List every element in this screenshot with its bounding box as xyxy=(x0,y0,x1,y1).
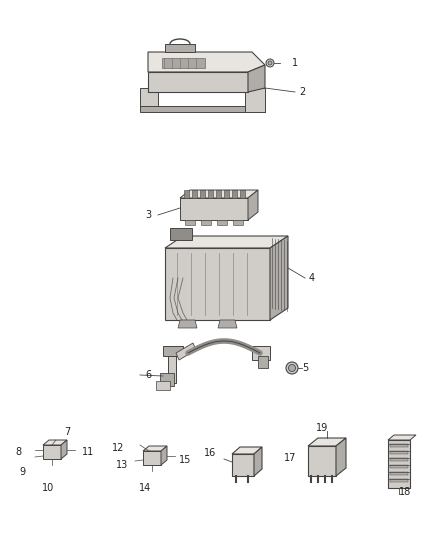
Circle shape xyxy=(289,365,296,372)
Bar xyxy=(390,472,408,475)
Bar xyxy=(201,220,211,225)
Polygon shape xyxy=(388,435,416,440)
Text: 19: 19 xyxy=(316,423,328,433)
Polygon shape xyxy=(200,190,205,198)
Text: 7: 7 xyxy=(64,427,70,437)
Text: 18: 18 xyxy=(399,487,411,497)
Circle shape xyxy=(286,362,298,374)
Text: 6: 6 xyxy=(145,370,151,380)
Polygon shape xyxy=(148,72,248,92)
Polygon shape xyxy=(240,190,245,198)
Bar xyxy=(390,479,408,482)
Bar xyxy=(390,465,408,468)
Circle shape xyxy=(268,61,272,65)
Bar xyxy=(217,220,227,225)
Polygon shape xyxy=(160,373,174,386)
Polygon shape xyxy=(252,346,270,360)
Polygon shape xyxy=(218,320,237,328)
Bar xyxy=(185,220,195,225)
Polygon shape xyxy=(184,190,189,198)
Polygon shape xyxy=(270,236,288,320)
Polygon shape xyxy=(254,447,262,476)
Bar xyxy=(180,198,248,220)
Polygon shape xyxy=(208,190,213,198)
Text: 11: 11 xyxy=(82,447,94,457)
Polygon shape xyxy=(178,320,197,328)
Bar xyxy=(390,451,408,454)
Polygon shape xyxy=(224,190,229,198)
Polygon shape xyxy=(43,440,67,445)
Text: 1: 1 xyxy=(292,58,298,68)
Polygon shape xyxy=(143,446,167,451)
Polygon shape xyxy=(245,88,265,112)
Bar xyxy=(143,451,161,465)
Bar xyxy=(390,458,408,461)
Polygon shape xyxy=(216,190,221,198)
Polygon shape xyxy=(176,343,196,360)
Text: 15: 15 xyxy=(179,455,191,465)
Bar xyxy=(168,348,176,383)
Bar xyxy=(163,346,183,356)
Bar xyxy=(43,445,61,459)
Polygon shape xyxy=(192,190,197,198)
Polygon shape xyxy=(161,446,167,465)
Polygon shape xyxy=(232,447,262,454)
Circle shape xyxy=(266,59,274,67)
Bar xyxy=(308,446,336,476)
Text: 14: 14 xyxy=(139,483,151,493)
Text: 10: 10 xyxy=(42,483,54,493)
Polygon shape xyxy=(61,440,67,459)
Bar xyxy=(170,228,192,240)
Bar xyxy=(233,220,243,225)
Text: 2: 2 xyxy=(299,87,305,97)
Text: 17: 17 xyxy=(284,453,296,463)
Bar xyxy=(232,454,254,476)
Polygon shape xyxy=(140,88,158,108)
Bar xyxy=(390,444,408,447)
Polygon shape xyxy=(156,381,170,390)
Text: 13: 13 xyxy=(116,460,128,470)
Polygon shape xyxy=(165,44,195,52)
Text: 3: 3 xyxy=(145,210,151,220)
Polygon shape xyxy=(140,106,265,112)
Polygon shape xyxy=(232,190,237,198)
Text: 16: 16 xyxy=(204,448,216,458)
Polygon shape xyxy=(248,65,265,92)
Polygon shape xyxy=(162,58,205,68)
Polygon shape xyxy=(148,52,265,72)
Polygon shape xyxy=(258,356,268,368)
Text: 5: 5 xyxy=(302,363,308,373)
Polygon shape xyxy=(165,236,288,248)
Text: 8: 8 xyxy=(15,447,21,457)
Bar xyxy=(388,440,410,488)
Bar xyxy=(165,248,270,320)
Polygon shape xyxy=(308,438,346,446)
Polygon shape xyxy=(180,190,258,198)
Polygon shape xyxy=(336,438,346,476)
Polygon shape xyxy=(248,190,258,220)
Text: 9: 9 xyxy=(19,467,25,477)
Text: 12: 12 xyxy=(112,443,124,453)
Text: 4: 4 xyxy=(309,273,315,283)
